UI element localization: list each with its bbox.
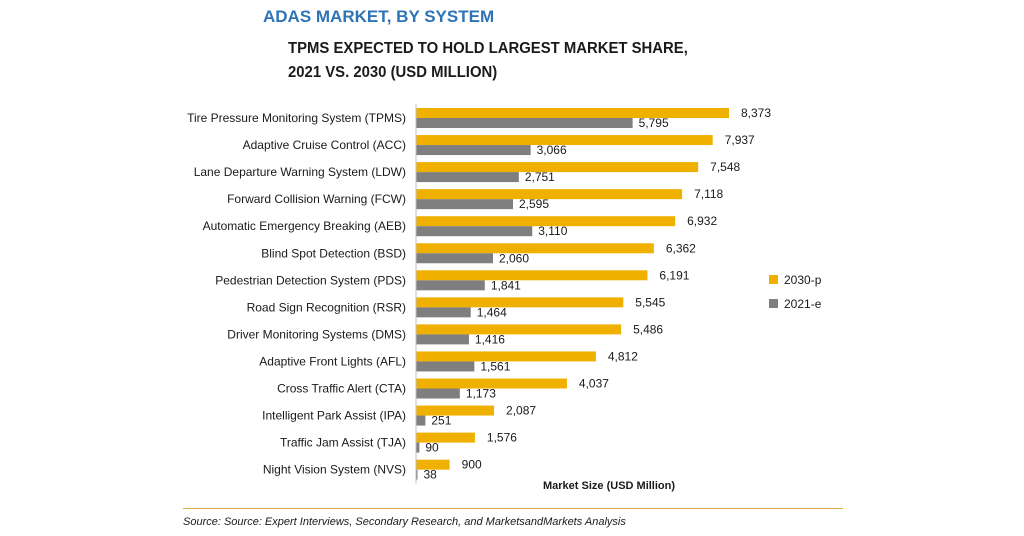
chart-title: ADAS MARKET, BY SYSTEM (263, 7, 495, 26)
category-label: Blind Spot Detection (BSD) (261, 246, 406, 260)
bar-2021 (416, 388, 460, 399)
value-label-2030: 1,576 (487, 431, 517, 445)
value-labels: 8,373 5,795 7,937 3,066 7,548 2,751 7,118 2,595… (424, 106, 772, 482)
value-label-2030: 6,932 (687, 214, 717, 228)
value-label-2021: 1,173 (466, 387, 496, 401)
category-label: Night Vision System (NVS) (263, 463, 406, 477)
source-note: Source: Source: Expert Interviews, Secon… (183, 516, 626, 528)
bar-2030 (416, 324, 622, 335)
value-label-2021: 2,060 (499, 251, 529, 265)
bar-2021 (416, 145, 531, 156)
bar-2021 (416, 442, 420, 453)
value-label-2021: 3,066 (537, 143, 567, 157)
chart-subtitle-line-1: TPMS EXPECTED TO HOLD LARGEST MARKET SHA… (288, 40, 688, 57)
bar-2030 (416, 189, 683, 200)
category-label: Traffic Jam Assist (TJA) (280, 436, 406, 450)
bar-2030 (416, 243, 654, 254)
bar-2030 (416, 270, 648, 281)
value-label-2030: 7,118 (694, 187, 723, 201)
bar-2021 (416, 307, 471, 318)
legend-label-2030: 2030-p (784, 273, 822, 287)
bar-2021 (416, 280, 485, 291)
bar-2030 (416, 378, 567, 389)
category-label: Adaptive Cruise Control (ACC) (243, 138, 406, 152)
source-divider (183, 508, 843, 509)
bars (416, 108, 729, 480)
x-axis-label: Market Size (USD Million) (543, 480, 675, 492)
legend-label-2021: 2021-e (784, 297, 822, 311)
legend-swatch-2030 (769, 275, 778, 284)
bar-2021 (416, 361, 475, 372)
bar-2021 (416, 172, 519, 183)
category-label: Intelligent Park Assist (IPA) (262, 409, 406, 423)
category-label: Adaptive Front Lights (AFL) (259, 354, 406, 368)
value-label-2030: 2,087 (506, 404, 536, 418)
value-label-2021: 38 (424, 468, 438, 482)
category-label: Driver Monitoring Systems (DMS) (227, 327, 406, 341)
bar-2030 (416, 405, 495, 416)
category-label: Road Sign Recognition (RSR) (247, 300, 406, 314)
category-label: Pedestrian Detection System (PDS) (215, 273, 406, 287)
category-label: Cross Traffic Alert (CTA) (277, 382, 406, 396)
bar-2030 (416, 351, 596, 362)
bar-2021 (416, 334, 469, 345)
category-label: Automatic Emergency Breaking (AEB) (203, 219, 406, 233)
legend-swatch-2021 (769, 299, 778, 308)
category-label: Forward Collision Warning (FCW) (227, 192, 406, 206)
bar-2021 (416, 226, 533, 237)
bar-2021 (416, 415, 426, 426)
bar-2030 (416, 297, 624, 308)
value-label-2021: 5,795 (639, 116, 669, 130)
value-label-2030: 4,037 (579, 377, 609, 391)
value-label-2021: 1,561 (480, 359, 510, 373)
value-label-2021: 1,841 (491, 278, 521, 292)
value-label-2030: 7,937 (725, 133, 755, 147)
bar-2030 (416, 135, 713, 146)
bar-2030 (416, 459, 450, 470)
bar-2021 (416, 199, 514, 210)
bar-2021 (416, 253, 494, 264)
chart-subtitle-line-2: 2021 VS. 2030 (USD MILLION) (288, 64, 498, 81)
value-label-2021: 2,751 (525, 170, 555, 184)
value-label-2021: 90 (425, 441, 439, 455)
value-label-2021: 251 (431, 414, 451, 428)
bar-2030 (416, 432, 475, 443)
value-label-2030: 4,812 (608, 349, 638, 363)
bar-2030 (416, 162, 699, 173)
legend: 2030-p 2021-e (769, 273, 822, 311)
category-label: Lane Departure Warning System (LDW) (194, 165, 406, 179)
value-label-2030: 7,548 (710, 160, 740, 174)
value-label-2030: 5,545 (635, 295, 665, 309)
bar-2030 (416, 108, 729, 118)
value-label-2030: 6,191 (659, 268, 689, 282)
value-label-2021: 1,416 (475, 332, 505, 346)
category-label: Tire Pressure Monitoring System (TPMS) (187, 111, 406, 125)
bar-2021 (416, 469, 418, 480)
value-label-2030: 5,486 (633, 322, 663, 336)
bar-2021 (416, 118, 633, 128)
value-label-2021: 1,464 (477, 305, 507, 319)
value-label-2030: 900 (462, 458, 482, 472)
value-label-2030: 6,362 (666, 241, 696, 255)
value-label-2030: 8,373 (741, 106, 771, 120)
category-labels: Tire Pressure Monitoring System (TPMS) Ad… (187, 111, 406, 477)
value-label-2021: 3,110 (538, 224, 567, 238)
bar-2030 (416, 216, 676, 227)
value-label-2021: 2,595 (519, 197, 549, 211)
